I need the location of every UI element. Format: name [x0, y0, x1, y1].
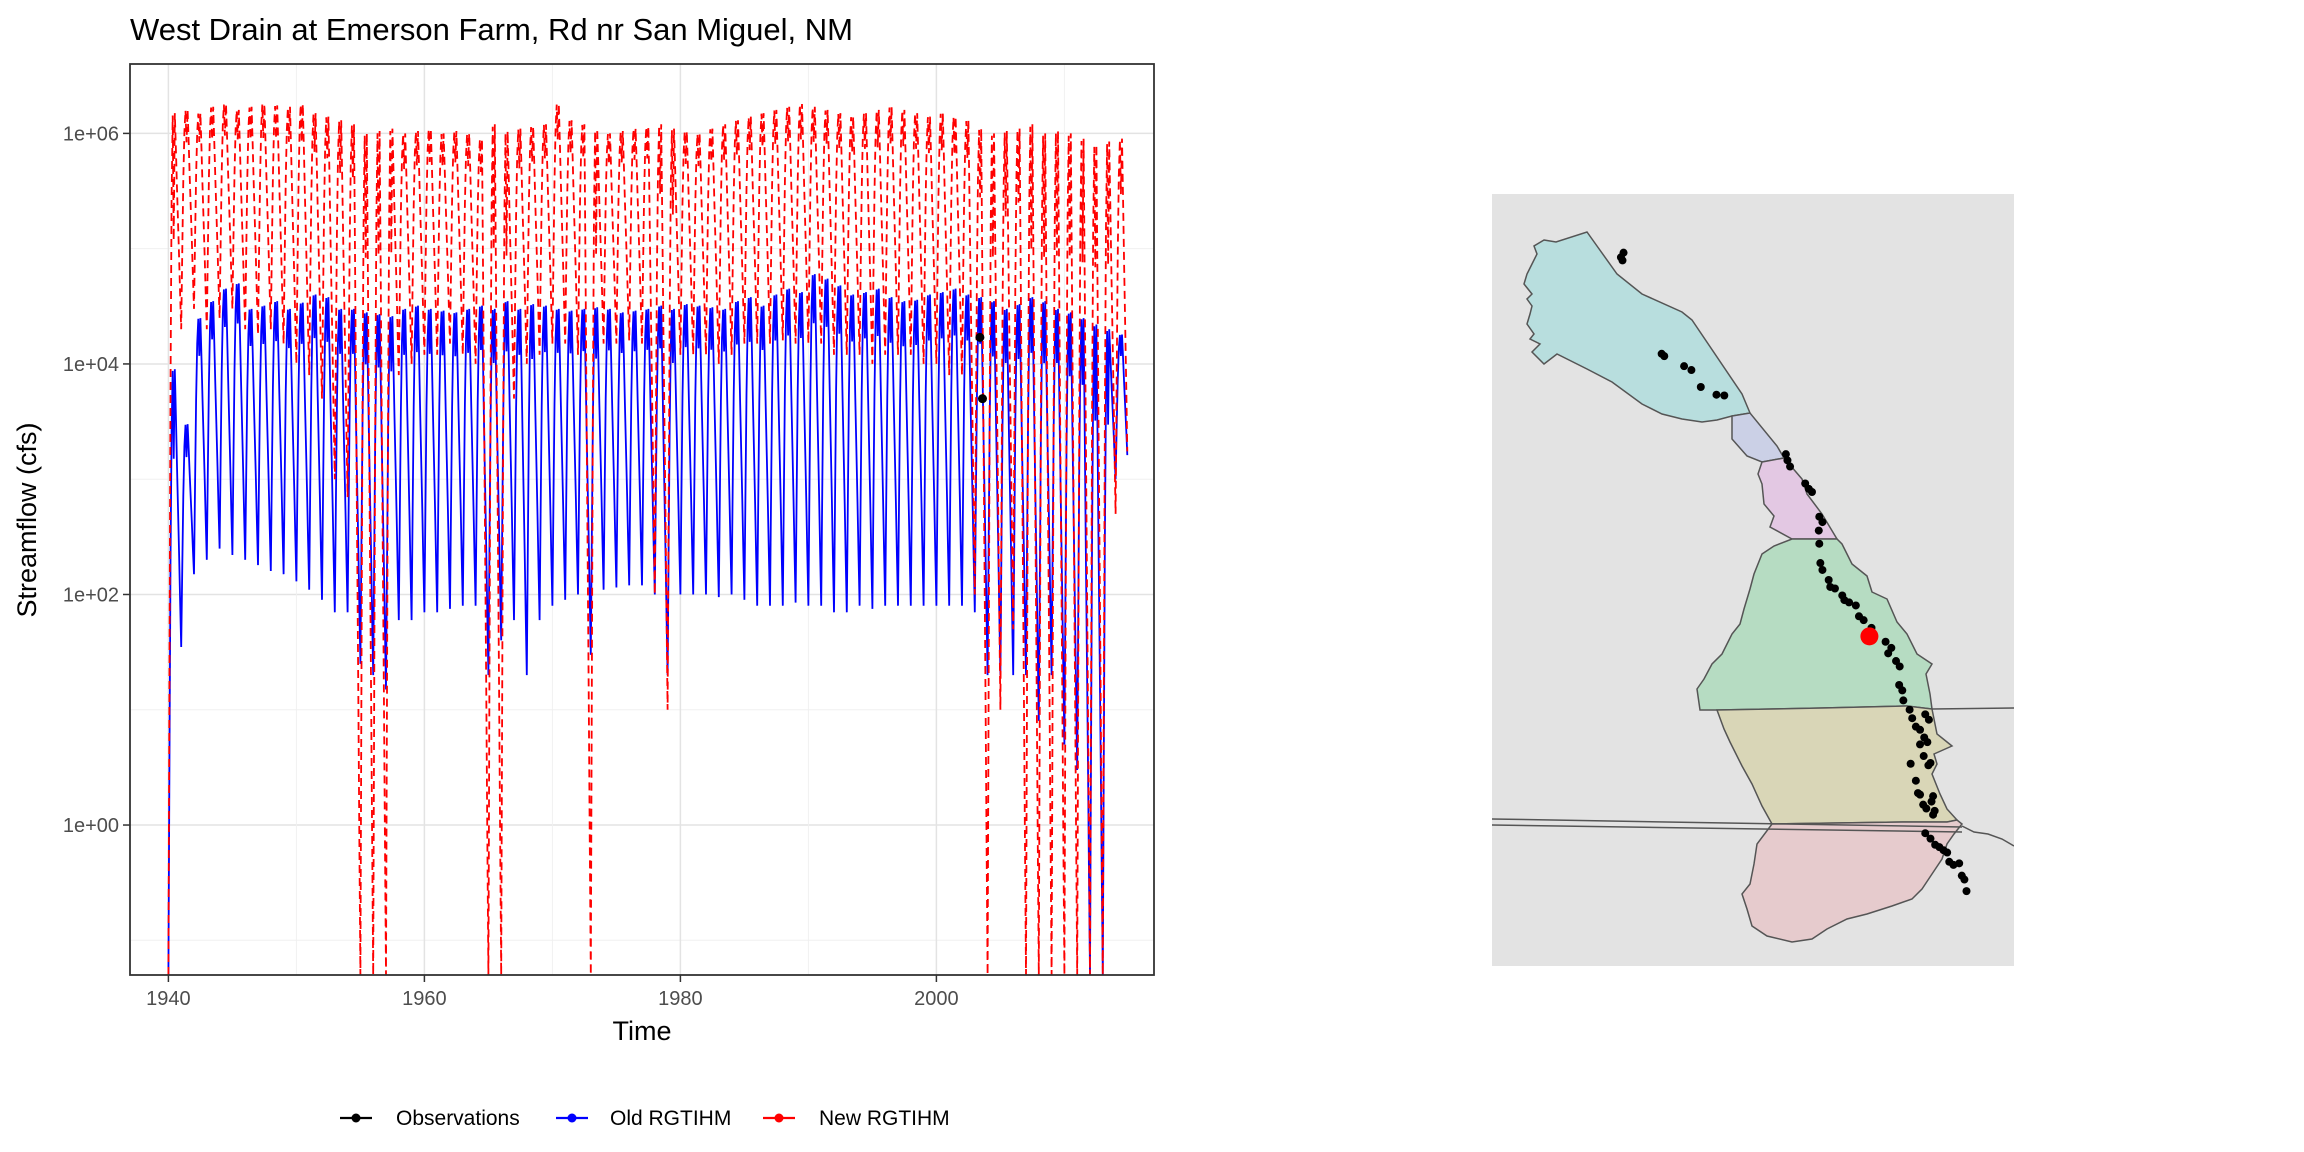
- map-station-point: [1905, 705, 1914, 714]
- map-region-south: [1741, 819, 1964, 943]
- y-tick-label: 1e+04: [63, 354, 119, 376]
- legend-swatch-dot: [774, 1113, 784, 1123]
- map-station-point: [1814, 526, 1823, 535]
- map-station-point: [1916, 790, 1925, 799]
- map-station-point: [1696, 383, 1705, 391]
- plot-panel: 1e+00 1e+02 1e+04 1e+06 1940 1960 1980 2000: [63, 63, 1155, 1010]
- legend-swatch-dot: [351, 1113, 361, 1123]
- map-station-point: [1816, 559, 1825, 568]
- map-station-point: [1911, 776, 1920, 785]
- legend-label-observations: Observations: [396, 1107, 520, 1130]
- map-station-point: [1929, 810, 1938, 819]
- map-station-point: [1687, 366, 1696, 375]
- legend: Observations Old RGTIHM New RGTIHM: [340, 1107, 950, 1130]
- map-station-point: [1922, 804, 1931, 813]
- map-station-point: [1955, 859, 1964, 868]
- map-station-point: [1906, 759, 1915, 768]
- map-station-point: [1884, 649, 1893, 658]
- map-station-point: [1619, 248, 1628, 257]
- x-tick-label: 1960: [402, 988, 447, 1010]
- map-region-north: [1523, 231, 1752, 423]
- map-stations: [1616, 248, 1971, 896]
- legend-item-new-rgtihm: New RGTIHM: [763, 1107, 950, 1130]
- map-station-point: [1815, 539, 1824, 548]
- map-station-point: [1680, 362, 1689, 371]
- map-station-point: [1943, 848, 1952, 857]
- x-tick-label: 1940: [146, 988, 191, 1010]
- location-map: [1492, 194, 2014, 966]
- legend-label-new-rgtihm: New RGTIHM: [819, 1107, 950, 1130]
- map-station-point: [1926, 834, 1935, 843]
- map-station-point: [1818, 518, 1827, 527]
- map-region-lower: [1715, 705, 1959, 825]
- series-line-new-rgtihm: [167, 103, 1129, 975]
- map-station-point: [1899, 696, 1908, 705]
- map-station-point: [1916, 740, 1925, 749]
- map-station-point: [1926, 758, 1935, 767]
- map-station-point: [1818, 565, 1827, 574]
- y-tick-label: 1e+02: [63, 584, 119, 606]
- map-station-point: [1924, 715, 1933, 724]
- map-station-point: [1845, 598, 1854, 607]
- y-axis-label: Streamflow (cfs): [12, 422, 42, 617]
- observation-points: [975, 332, 987, 404]
- legend-item-observations: Observations: [340, 1107, 520, 1130]
- map-station-point: [1898, 686, 1907, 695]
- map-station-point: [1895, 662, 1904, 671]
- map-station-point: [1962, 887, 1971, 896]
- series-lines: [167, 103, 1129, 975]
- map-station-point: [1830, 584, 1839, 593]
- y-axis-ticks: 1e+00 1e+02 1e+04 1e+06: [63, 123, 130, 837]
- map-station-point: [1807, 487, 1816, 496]
- legend-swatch-dot: [567, 1113, 577, 1123]
- map-station-point: [1786, 462, 1795, 471]
- map-station-point: [1923, 738, 1932, 747]
- x-tick-label: 2000: [914, 988, 959, 1010]
- map-station-point: [1881, 637, 1890, 646]
- plot-border: [129, 63, 1155, 976]
- map-station-point: [1908, 714, 1917, 723]
- map-station-point: [1720, 391, 1729, 400]
- map-station-point: [1960, 875, 1969, 884]
- map-station-point: [1781, 450, 1790, 459]
- map-station-point: [1859, 616, 1868, 625]
- observation-point: [977, 394, 987, 404]
- x-tick-label: 1980: [658, 988, 703, 1010]
- legend-label-old-rgtihm: Old RGTIHM: [610, 1107, 731, 1130]
- map-state-line: [1492, 824, 1963, 833]
- series-line-old-rgtihm: [167, 274, 1129, 975]
- map-highlight-station: [1860, 627, 1879, 646]
- observation-point: [975, 332, 985, 342]
- map-station-point: [1824, 576, 1833, 584]
- map-station-point: [1783, 456, 1792, 465]
- x-axis-label: Time: [613, 1016, 672, 1046]
- x-axis-ticks: 1940 1960 1980 2000: [146, 975, 959, 1010]
- y-tick-label: 1e+06: [63, 123, 119, 145]
- map-station-point: [1921, 829, 1930, 838]
- map-station-point: [1712, 390, 1721, 399]
- map-state-line: [1492, 818, 1963, 828]
- legend-item-old-rgtihm: Old RGTIHM: [556, 1107, 731, 1130]
- map-station-point: [1916, 725, 1925, 734]
- map-station-point: [1929, 792, 1938, 801]
- y-tick-label: 1e+00: [63, 815, 119, 837]
- map-station-point: [1851, 601, 1860, 610]
- map-boundary-line: [1931, 707, 2014, 710]
- map-river: [1961, 825, 2014, 847]
- chart-title: West Drain at Emerson Farm, Rd nr San Mi…: [130, 12, 853, 47]
- map-station-point: [1919, 752, 1928, 761]
- map-station-point: [1660, 352, 1669, 361]
- map-station-point: [1618, 256, 1627, 265]
